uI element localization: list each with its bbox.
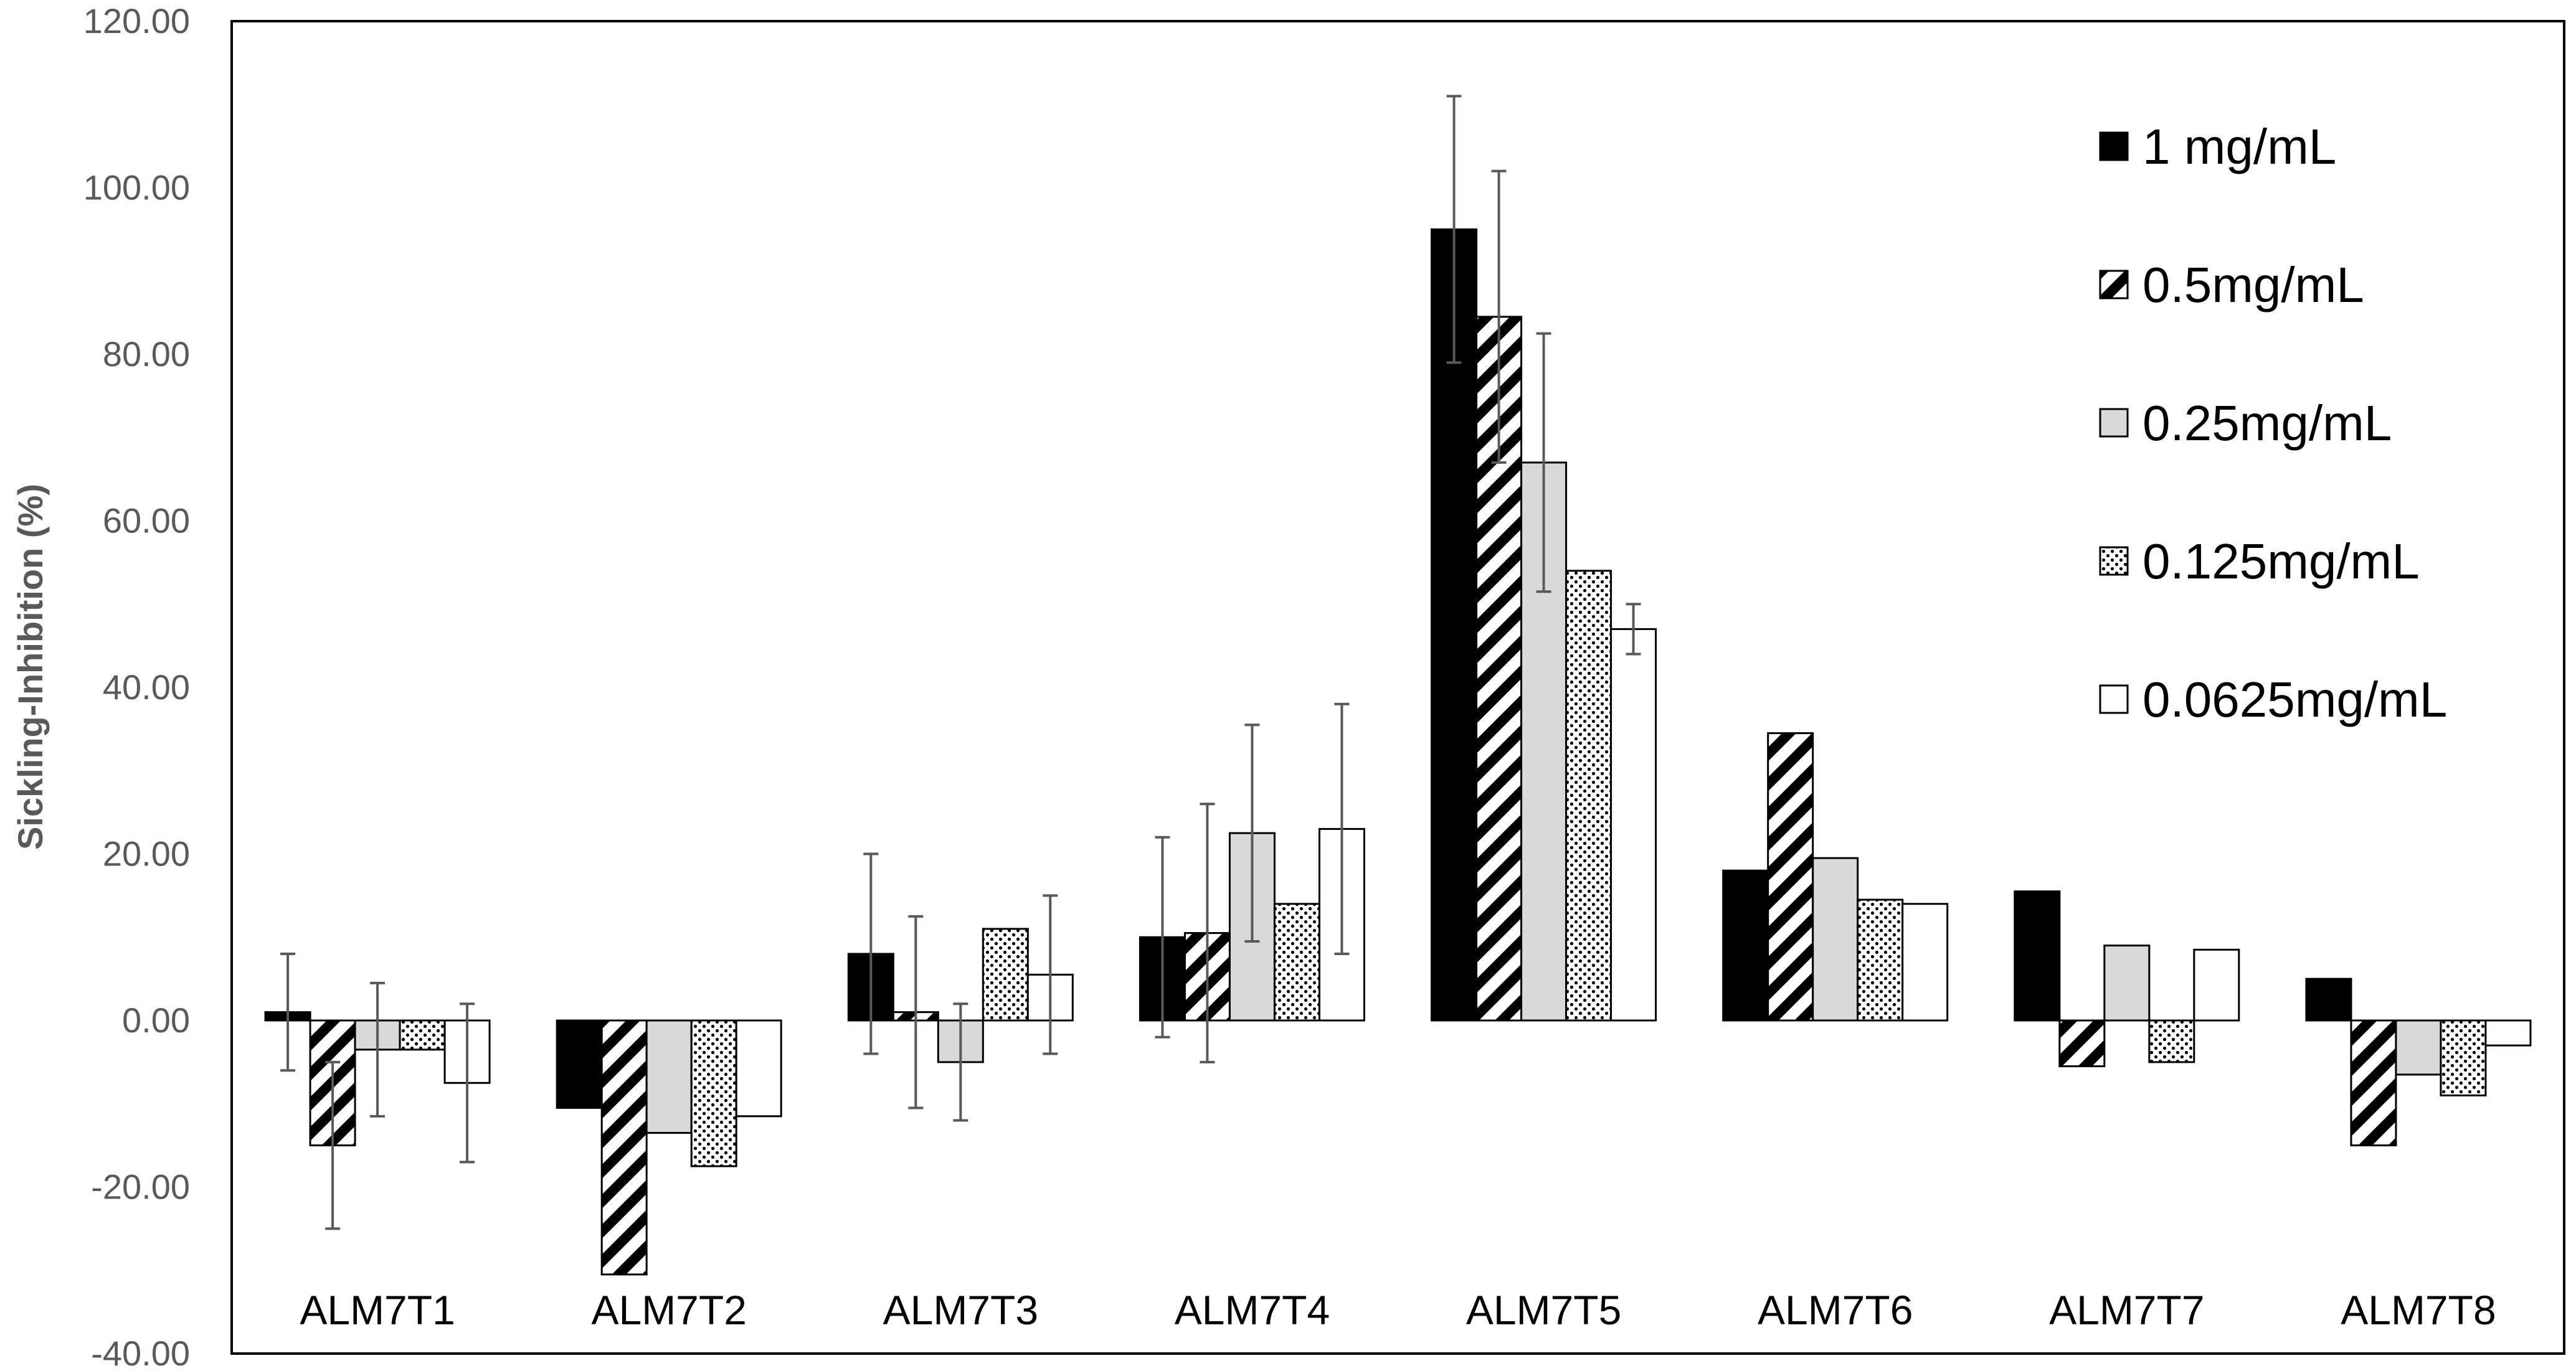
legend-swatch-2 [2099, 408, 2129, 438]
legend-swatch-3 [2099, 546, 2129, 576]
bar-alm7t8-series-2 [2395, 1019, 2442, 1076]
bars [264, 228, 2532, 1276]
category-label-alm7t6: ALM7T6 [1758, 1287, 1913, 1333]
bar-alm7t4-series-3 [1273, 903, 1320, 1022]
bar-alm7t7-series-3 [2148, 1019, 2195, 1063]
y-tick-label: 80.00 [103, 334, 190, 374]
category-label-alm7t8: ALM7T8 [2341, 1287, 2496, 1333]
bar-alm7t8-series-1 [2350, 1019, 2397, 1147]
category-label-alm7t3: ALM7T3 [883, 1287, 1038, 1333]
bar-alm7t2-series-3 [690, 1019, 737, 1167]
y-tick-label: 0.00 [122, 1001, 190, 1040]
bar-alm7t8-series-3 [2440, 1019, 2487, 1096]
bar-alm7t3-series-3 [982, 928, 1029, 1022]
bar-alm7t2-series-2 [645, 1019, 693, 1134]
y-tick-label: 120.00 [83, 1, 190, 40]
bar-alm7t7-series-1 [2058, 1019, 2106, 1068]
legend-label-3: 0.125mg/mL [2143, 534, 2420, 589]
y-tick-label: -40.00 [91, 1334, 190, 1371]
bar-alm7t6-series-0 [1722, 869, 1769, 1022]
y-tick-label: 40.00 [103, 667, 190, 707]
legend-swatch-0 [2099, 131, 2129, 161]
bar-alm7t8-series-0 [2305, 978, 2352, 1022]
legend-label-1: 0.5mg/mL [2143, 257, 2364, 313]
bar-alm7t6-series-3 [1857, 898, 1904, 1022]
bar-alm7t8-series-4 [2484, 1019, 2532, 1047]
legend-label-0: 1 mg/mL [2143, 119, 2336, 174]
legend-label-4: 0.0625mg/mL [2143, 672, 2447, 727]
bar-alm7t6-series-1 [1767, 732, 1814, 1022]
category-label-alm7t5: ALM7T5 [1466, 1287, 1621, 1333]
bar-alm7t5-series-4 [1610, 628, 1657, 1022]
y-axis-ticks: -40.00 -20.00 0.00 20.00 40.00 60.00 80.00 100.… [83, 1, 190, 1371]
bar-alm7t5-series-3 [1565, 570, 1612, 1022]
bar-alm7t2-series-1 [600, 1019, 648, 1276]
bar-alm7t7-series-0 [2014, 890, 2061, 1022]
category-label-alm7t2: ALM7T2 [591, 1287, 746, 1333]
bar-alm7t7-series-4 [2193, 948, 2240, 1022]
bar-alm7t6-series-2 [1812, 857, 1859, 1022]
category-labels: ALM7T1 ALM7T2 ALM7T3 ALM7T4 ALM7T5 ALM7T6 ALM7… [300, 1287, 2496, 1333]
y-axis-title: Sickling-Inhibition (%) [11, 484, 50, 850]
legend-swatch-4 [2099, 684, 2129, 714]
legend: 1 mg/mL 0.5mg/mL 0.25mg/mL 0.125mg/mL 0.0625… [2099, 119, 2447, 727]
y-tick-label: -20.00 [91, 1167, 190, 1207]
category-label-alm7t4: ALM7T4 [1175, 1287, 1330, 1333]
category-label-alm7t7: ALM7T7 [2049, 1287, 2204, 1333]
y-tick-label: 60.00 [103, 501, 190, 540]
y-tick-label: 100.00 [83, 168, 190, 207]
bar-alm7t7-series-2 [2103, 945, 2151, 1022]
legend-swatch-1 [2099, 270, 2129, 299]
error-bars [280, 95, 1641, 1230]
bar-alm7t1-series-3 [399, 1019, 446, 1051]
bar-alm7t2-series-0 [556, 1019, 603, 1109]
bar-alm7t2-series-4 [735, 1019, 782, 1118]
legend-label-2: 0.25mg/mL [2143, 395, 2392, 451]
bar-alm7t6-series-4 [1901, 903, 1949, 1022]
y-tick-label: 20.00 [103, 834, 190, 874]
category-label-alm7t1: ALM7T1 [300, 1287, 455, 1333]
